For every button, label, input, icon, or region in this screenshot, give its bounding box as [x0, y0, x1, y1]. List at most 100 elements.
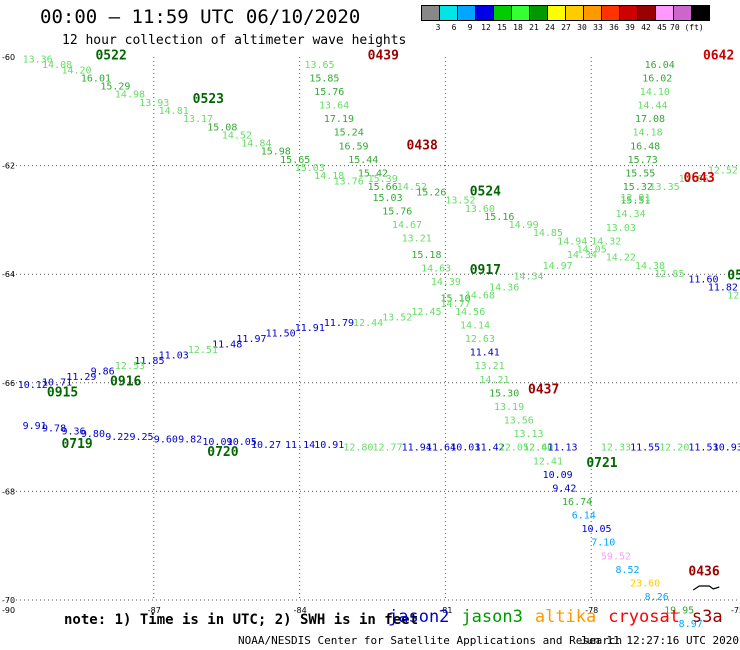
legend-label: 12: [481, 23, 491, 32]
track-time-label: 0721: [586, 456, 617, 471]
swh-value: 14.56: [455, 307, 485, 318]
swh-value: 14.34: [513, 272, 543, 283]
swh-value: 14.98: [115, 90, 145, 101]
swh-value: 12.05: [499, 443, 529, 454]
satellite-name: altika: [534, 607, 597, 627]
swh-value: 11.91: [295, 323, 325, 334]
swh-value: 10.93: [713, 443, 740, 454]
swh-value: 15.24: [334, 128, 364, 139]
swh-value: 13.65: [304, 60, 334, 71]
swh-value: 9.78: [42, 424, 66, 435]
swh-value: 13.36: [23, 54, 53, 65]
swh-value: 14.63: [421, 263, 451, 274]
swh-value: 10.05: [227, 437, 257, 448]
swh-value: 15.65: [280, 155, 310, 166]
lat-tick-label: -62: [2, 162, 15, 171]
swh-value: 11.41: [470, 348, 500, 359]
swh-value: 12.91: [620, 193, 650, 204]
swh-value: 14.68: [465, 291, 495, 302]
track-time-label: 0917: [470, 263, 501, 278]
swh-value: 14.20: [61, 65, 91, 76]
swh-value: 14.52: [222, 130, 252, 141]
swh-value: 14.84: [241, 139, 271, 150]
swh-value: 14.18: [314, 171, 344, 182]
lon-tick-label: -75: [731, 606, 740, 615]
lat-tick-label: -64: [2, 270, 15, 279]
swh-value: 14.36: [489, 282, 519, 293]
swh-value: 13.13: [513, 429, 543, 440]
lat-tick-label: -60: [2, 53, 15, 62]
swh-value: 15.76: [314, 87, 344, 98]
legend-label: 39: [625, 23, 635, 32]
swh-value: 7.10: [591, 538, 615, 549]
lon-tick-label: -87: [148, 606, 161, 615]
swh-value: 13.03: [606, 223, 636, 234]
legend-label: 36: [609, 23, 619, 32]
swh-value: 16.59: [338, 141, 368, 152]
swh-value: 13.19: [494, 402, 524, 413]
swh-value: 9.22: [105, 432, 129, 443]
swh-value: 11.29: [66, 372, 96, 383]
legend-label: 45: [657, 23, 667, 32]
legend-swatches: [421, 5, 710, 21]
color-legend: 3 6 9 12 15 18 21 24 27 30 33 36 39 42 45 70 (ft): [421, 5, 710, 35]
swh-value: 14.85: [533, 228, 563, 239]
swh-value: 15.39: [368, 174, 398, 185]
lon-tick-label: -84: [294, 606, 307, 615]
track-time-label: 0915: [47, 385, 78, 400]
swh-value: 9.86: [91, 367, 115, 378]
swh-value: 6.14: [572, 511, 596, 522]
swh-value: 15.85: [309, 73, 339, 84]
legend-label: 9: [467, 23, 473, 32]
track-time-label: 0719: [61, 437, 92, 452]
swh-value: 14.52: [397, 182, 427, 193]
swh-value: 13.21: [402, 234, 432, 245]
swh-value: 17.08: [635, 114, 665, 125]
swh-value: 12.44: [353, 318, 383, 329]
swh-value: 15.10: [441, 293, 471, 304]
swh-value: 11.48: [212, 340, 242, 351]
swh-value: 14.05: [577, 244, 607, 255]
swh-value: 14.08: [42, 60, 72, 71]
swh-value: 14.38: [635, 261, 665, 272]
track-time-label: 0436: [688, 565, 719, 580]
swh-value: 8.26: [645, 592, 669, 603]
track-time-label: 0525: [727, 269, 740, 284]
coastline: [692, 585, 720, 591]
legend-label: 42: [641, 23, 651, 32]
swh-value: 10.05: [581, 524, 611, 535]
swh-value: 9.25: [130, 432, 154, 443]
swh-value: 11.64: [426, 443, 456, 454]
footer-note: note: 1) Time is in UTC; 2) SWH is in fe…: [64, 612, 419, 628]
swh-value: 10.71: [42, 378, 72, 389]
swh-value: 11.85: [134, 356, 164, 367]
swh-value: 11.53: [688, 443, 718, 454]
swh-value: 15.98: [261, 147, 291, 158]
page-title: 00:00 – 11:59 UTC 06/10/2020: [40, 6, 361, 28]
legend-label: 33: [593, 23, 603, 32]
swh-value: 11.42: [475, 443, 505, 454]
swh-value: 15.03: [295, 163, 325, 174]
swh-value: 12.66: [679, 174, 709, 185]
lon-tick-label: -81: [439, 606, 452, 615]
track-time-label: 0642: [703, 49, 734, 64]
swh-value: 13.56: [504, 416, 534, 427]
track-time-label: 0916: [110, 375, 141, 390]
track-time-label: 0523: [193, 92, 224, 107]
swh-value: 11.14: [285, 440, 315, 451]
swh-value: 9.42: [552, 483, 576, 494]
swh-value: 12.60: [523, 443, 553, 454]
swh-value: 15.18: [411, 250, 441, 261]
swh-value: 14.77: [441, 299, 471, 310]
swh-value: 15.55: [625, 168, 655, 179]
swh-value: 16.04: [645, 60, 675, 71]
swh-value: 16.48: [630, 141, 660, 152]
satellite-name: jason3: [461, 607, 523, 627]
swh-value: 14.22: [606, 253, 636, 264]
swh-value: 12.63: [465, 334, 495, 345]
swh-value: 14.81: [159, 106, 189, 117]
swh-value: 9.36: [61, 426, 85, 437]
swh-value: 11.13: [547, 443, 577, 454]
swh-value: 10.27: [251, 440, 281, 451]
footer-timestamp: Jun 11 12:27:16 UTC 2020: [580, 634, 739, 647]
